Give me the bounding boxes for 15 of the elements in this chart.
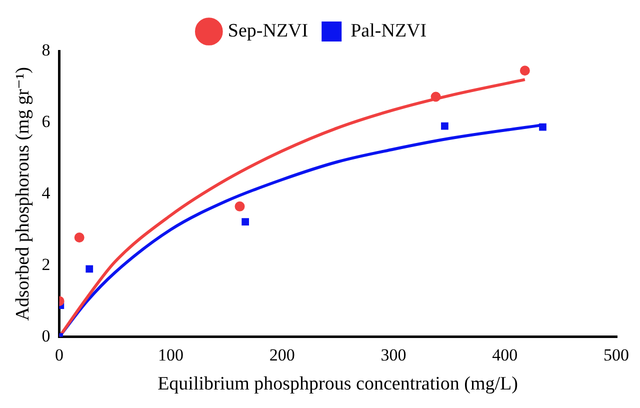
y-axis-title: Adsorbed phosphorous (mg gr⁻¹) <box>12 67 34 321</box>
legend-label: Sep-NZVI <box>228 20 308 42</box>
legend-label: Pal-NZVI <box>350 20 427 42</box>
x-tick-label: 100 <box>158 345 184 364</box>
x-tick-label: 0 <box>55 345 64 364</box>
x-tick-label: 200 <box>269 345 295 364</box>
y-tick-label: 6 <box>42 112 50 131</box>
y-tick-label: 2 <box>42 254 50 274</box>
x-tick-label: 400 <box>492 345 518 364</box>
x-tick-label: 500 <box>604 345 629 364</box>
y-tick-label: 8 <box>42 40 50 60</box>
y-tick-label: 4 <box>42 183 51 202</box>
x-axis-title: Equilibrium phosphprous concentration (mg/L) <box>158 374 518 395</box>
x-tick-label: 300 <box>380 345 406 364</box>
y-tick-label: 0 <box>42 326 50 346</box>
